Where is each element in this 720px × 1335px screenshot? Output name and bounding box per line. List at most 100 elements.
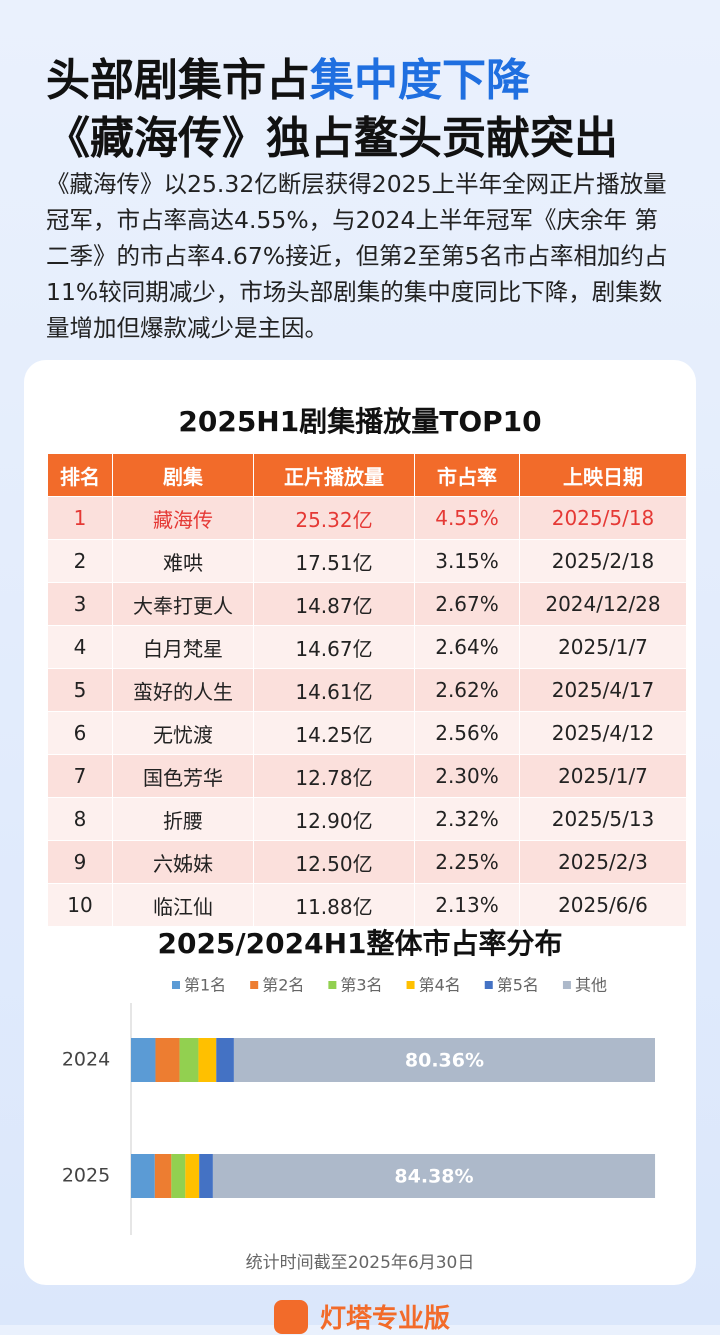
table-cell: 12.50亿 xyxy=(253,840,415,884)
bar-segment xyxy=(216,1038,234,1082)
table-cell: 2024/12/28 xyxy=(519,582,687,626)
table-cell: 2.25% xyxy=(414,840,520,884)
table-cell: 无忧渡 xyxy=(112,711,254,755)
table-cell: 藏海传 xyxy=(112,496,254,540)
table-cell: 2025/2/3 xyxy=(519,840,687,884)
table-cell: 14.87亿 xyxy=(253,582,415,626)
column-header: 剧集 xyxy=(112,454,254,497)
table-cell: 2025/6/6 xyxy=(519,883,687,926)
table-row: 5 蛮好的人生 14.61亿 2.62% 2025/4/17 xyxy=(48,668,687,712)
paragraph: 《藏海传》以25.32亿断层获得2025上半年全网正片播放量冠军，市占率高达4.… xyxy=(46,170,668,342)
table-row: 2 难哄 17.51亿 3.15% 2025/2/18 xyxy=(48,539,687,583)
table-row: 10 临江仙 11.88亿 2.13% 2025/6/6 xyxy=(48,883,687,926)
table-cell: 2025/4/17 xyxy=(519,668,687,712)
bar-segment xyxy=(212,1154,656,1198)
legend-swatch xyxy=(172,981,180,989)
table-title: 2025H1剧集播放量TOP10 xyxy=(178,405,542,438)
table-cell: 14.67亿 xyxy=(253,625,415,669)
category-label: 2025 xyxy=(62,1165,110,1187)
logo xyxy=(274,1300,308,1334)
table-cell: 大奉打更人 xyxy=(112,582,254,626)
table-cell: 2.32% xyxy=(414,797,520,841)
table-cell: 2025/5/13 xyxy=(519,797,687,841)
bar-segment xyxy=(198,1038,217,1082)
table-cell: 六姊妹 xyxy=(112,840,254,884)
table-cell: 1 xyxy=(48,496,113,540)
legend-label: 其他 xyxy=(575,976,607,995)
table-cell: 2025/5/18 xyxy=(519,496,687,540)
table-cell: 2025/1/7 xyxy=(519,625,687,669)
table-cell: 7 xyxy=(48,754,113,798)
table-cell: 2.30% xyxy=(414,754,520,798)
table: 排名 剧集 正片播放量 市占率 上映日期 1 藏海传 25.32亿 4.55% 2025/5/18… xyxy=(48,454,687,926)
table-cell: 8 xyxy=(48,797,113,841)
legend-label: 第4名 xyxy=(419,976,461,995)
legend-label: 第3名 xyxy=(340,976,382,995)
table-cell: 3.15% xyxy=(414,539,520,583)
title-line2: 《藏海传》独占鳌头贡献突出 xyxy=(46,113,618,164)
table-cell: 2 xyxy=(48,539,113,583)
table-cell: 5 xyxy=(48,668,113,712)
table-cell: 4 xyxy=(48,625,113,669)
table-cell: 2.64% xyxy=(414,625,520,669)
bar-segment xyxy=(131,1154,155,1198)
table-cell: 4.55% xyxy=(414,496,520,540)
legend-swatch xyxy=(250,981,259,989)
table-row: 9 六姊妹 12.50亿 2.25% 2025/2/3 xyxy=(48,840,687,884)
legend-label: 第5名 xyxy=(497,976,539,995)
table-cell: 6 xyxy=(48,711,113,755)
bar-segment xyxy=(179,1038,199,1082)
header-row: 排名 剧集 正片播放量 市占率 上映日期 xyxy=(48,454,687,497)
table-cell: 2.62% xyxy=(414,668,520,712)
column-header: 市占率 xyxy=(414,454,520,497)
table-cell: 9 xyxy=(48,840,113,884)
bar-segment xyxy=(131,1038,156,1082)
chart-title: 2025/2024H1整体市占率分布 xyxy=(157,927,562,960)
table-body: 1 藏海传 25.32亿 4.55% 2025/5/18 2 难哄 17.51亿 3.15% 20… xyxy=(48,496,687,926)
bar-segment xyxy=(185,1154,200,1198)
table-cell: 14.61亿 xyxy=(253,668,415,712)
table-cell: 国色芳华 xyxy=(112,754,254,798)
table-row: 6 无忧渡 14.25亿 2.56% 2025/4/12 xyxy=(48,711,687,755)
table-cell: 2025/2/18 xyxy=(519,539,687,583)
chart: 2025/2024H1整体市占率分布 第1名 第2名 第3名 第4名 第5名 其他 2024… xyxy=(62,927,656,1235)
bar-segment xyxy=(233,1038,655,1082)
table-cell: 25.32亿 xyxy=(253,496,415,540)
table-cell: 3 xyxy=(48,582,113,626)
column-header: 排名 xyxy=(48,454,113,497)
bar-segment xyxy=(199,1154,213,1198)
table-cell: 14.25亿 xyxy=(253,711,415,755)
table-cell: 17.51亿 xyxy=(253,539,415,583)
table-cell: 10 xyxy=(48,883,113,926)
legend-swatch xyxy=(484,981,493,989)
table-cell: 2025/4/12 xyxy=(519,711,687,755)
legend-label: 第2名 xyxy=(262,976,304,995)
value-label: 84.38% xyxy=(394,1166,473,1188)
title-line1: 头部剧集市占集中度下降 xyxy=(46,44,530,108)
bar-segment xyxy=(171,1154,186,1198)
value-label: 80.36% xyxy=(405,1050,484,1072)
table-cell: 11.88亿 xyxy=(253,883,415,926)
column-header: 上映日期 xyxy=(519,454,687,497)
table-cell: 白月梵星 xyxy=(112,625,254,669)
table-cell: 折腰 xyxy=(112,797,254,841)
category-label: 2024 xyxy=(62,1049,110,1071)
brand: 灯塔专业版 xyxy=(320,1304,451,1334)
table-cell: 难哄 xyxy=(112,539,254,583)
bar-segment xyxy=(154,1154,172,1198)
bar-segment xyxy=(155,1038,180,1082)
table-row: 4 白月梵星 14.67亿 2.64% 2025/1/7 xyxy=(48,625,687,669)
table-row: 3 大奉打更人 14.87亿 2.67% 2024/12/28 xyxy=(48,582,687,626)
table-cell: 2.67% xyxy=(414,582,520,626)
table-cell: 12.78亿 xyxy=(253,754,415,798)
column-header: 正片播放量 xyxy=(253,454,415,497)
table-cell: 临江仙 xyxy=(112,883,254,926)
table-cell: 2.13% xyxy=(414,883,520,926)
table-row: 1 藏海传 25.32亿 4.55% 2025/5/18 xyxy=(48,496,687,540)
legend-swatch xyxy=(562,981,571,989)
table-cell: 12.90亿 xyxy=(253,797,415,841)
footnote: 统计时间截至2025年6月30日 xyxy=(245,1253,475,1273)
table-row: 8 折腰 12.90亿 2.32% 2025/5/13 xyxy=(48,797,687,841)
legend-swatch xyxy=(328,981,337,989)
